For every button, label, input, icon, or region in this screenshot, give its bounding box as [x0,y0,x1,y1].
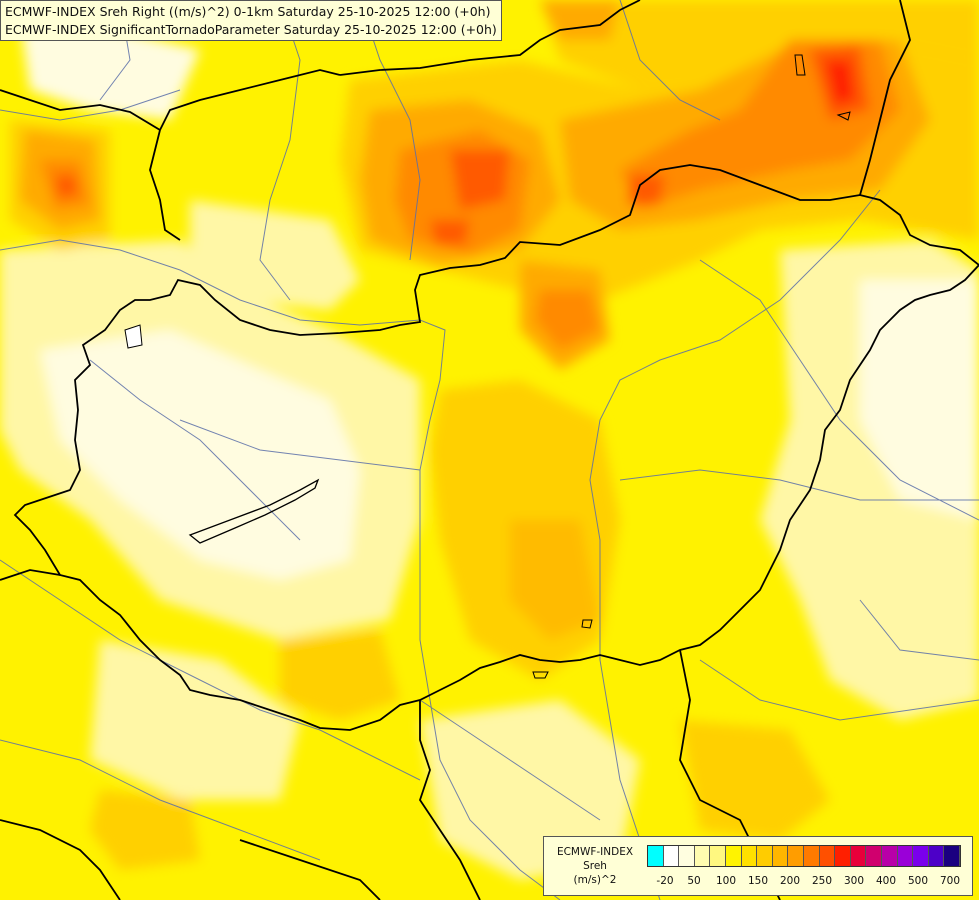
river-east1 [699,259,979,521]
river-east-3 [859,599,979,661]
legend-swatch [663,846,680,866]
legend-swatch [803,846,820,866]
river-east2 [619,469,979,501]
legend-label-line-2: Sreh [583,860,607,872]
border-slovakia-czech [149,69,341,241]
field-orange-center [510,520,600,640]
field-amber-topright [540,0,979,90]
legend-swatch [944,846,960,866]
legend-tick-label: 150 [747,875,769,887]
field-darkorange-east [535,290,600,350]
field-red-ne [825,60,855,105]
legend-tick-label: -20 [656,875,674,887]
legend-label: ECMWF-INDEX Sreh (m/s)^2 [550,845,640,887]
field-redorange-west [55,175,78,198]
river-south-2 [419,699,601,821]
legend-swatch [819,846,836,866]
legend-swatch [694,846,711,866]
river-west-1 [0,89,181,121]
legend-swatch [850,846,867,866]
legend-tick-label: 250 [811,875,833,887]
legend-swatch [897,846,914,866]
legend-tick-label: 50 [687,875,701,887]
island-marker-2 [532,671,549,679]
legend-ticks: -20 50 100 150 200 250 300 400 500 700 [647,875,972,889]
title-line-1: ECMWF-INDEX Sreh Right ((m/s)^2) 0-1km S… [5,4,491,19]
field-amber-se [680,720,830,840]
border-slovenia-croatia [0,569,61,581]
field-light-north [190,200,360,310]
river-north1 [259,0,301,301]
border-croatia-serbia [419,700,481,900]
field-redorange-north2 [430,220,470,245]
lake-small-ne [794,54,806,76]
field-pale-nw [20,20,200,120]
lake-balaton [188,478,320,544]
field-light-southwest [90,640,300,800]
border-hungary [13,164,979,731]
field-redorange-north [450,150,510,210]
legend-tick-label: 200 [779,875,801,887]
title-line-2: ECMWF-INDEX SignificantTornadoParameter … [5,22,497,37]
border-south-mid [239,839,381,900]
field-redorange-ne2 [628,175,665,205]
legend-label-line-1: ECMWF-INDEX [556,846,634,858]
legend-swatch [725,846,742,866]
border-south-west [0,819,121,900]
river-west-3 [179,419,421,471]
river-danube [0,239,561,900]
river-south-east [699,659,979,721]
field-pale-west [40,330,360,580]
field-pale-east [860,280,979,520]
legend-swatch [866,846,882,866]
color-legend: ECMWF-INDEX Sreh (m/s)^2 -20 50 100 150 200 2… [543,836,973,896]
legend-swatch [928,846,945,866]
legend-swatch [648,846,664,866]
legend-label-line-3: (m/s)^2 [573,874,617,886]
border-austria-west [0,89,161,131]
legend-tick-label: 400 [875,875,897,887]
legend-tick-label: 700 [939,875,961,887]
legend-swatch [679,846,695,866]
island-marker-3 [836,111,851,121]
map-title-box: ECMWF-INDEX Sreh Right ((m/s)^2) 0-1km S… [0,0,502,41]
river-ne-2 [619,0,721,121]
island-marker-1 [581,619,593,629]
legend-swatch [913,846,929,866]
legend-tick-label: 500 [907,875,929,887]
legend-swatch [835,846,851,866]
legend-swatch [788,846,804,866]
field-light-south [420,700,640,880]
river-raba [89,359,301,541]
border-poland-slovakia [339,0,641,76]
legend-swatch [741,846,758,866]
legend-swatch [757,846,773,866]
field-amber-sw [90,790,200,870]
river-drava [0,559,421,781]
border-ukraine-north [859,0,911,196]
river-sw [0,739,321,861]
legend-tick-label: 100 [715,875,737,887]
legend-color-bar [647,845,961,867]
field-amber-south [280,630,400,720]
legend-swatch [772,846,789,866]
legend-tick-label: 300 [843,875,865,887]
legend-swatch [710,846,726,866]
river-tisza [589,189,881,900]
legend-swatch [881,846,898,866]
lake-neusiedl [124,324,143,349]
